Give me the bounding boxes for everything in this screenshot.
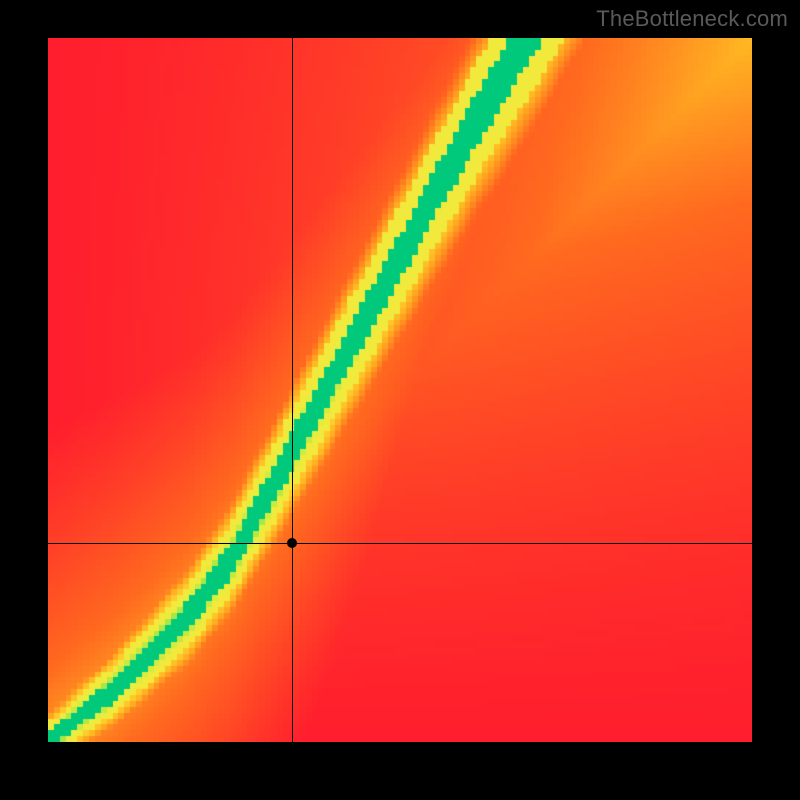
crosshair-vertical <box>292 38 293 742</box>
plot-area <box>48 38 752 742</box>
crosshair-horizontal <box>48 543 752 544</box>
heatmap-canvas <box>48 38 752 742</box>
crosshair-dot <box>287 538 297 548</box>
chart-container: TheBottleneck.com <box>0 0 800 800</box>
watermark-text: TheBottleneck.com <box>596 6 788 32</box>
